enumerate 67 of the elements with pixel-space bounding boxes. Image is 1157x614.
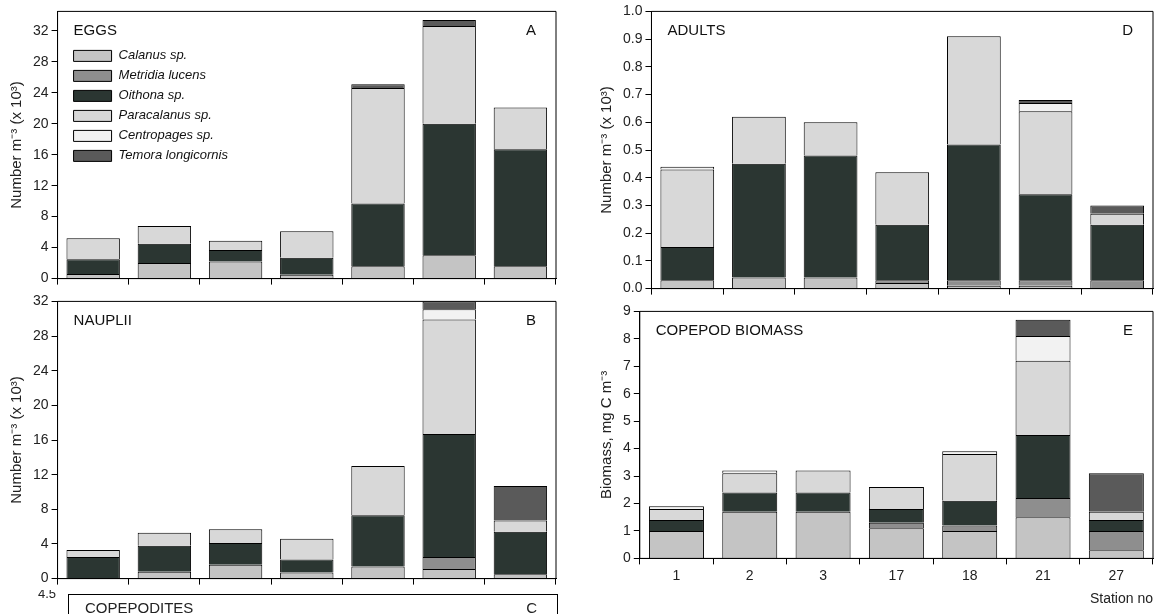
y-tick-label: 2 (622, 494, 631, 511)
y-tick-label: 8 (40, 207, 49, 224)
y-tick-label: 0.6 (622, 113, 643, 130)
y-tick-label: 0.2 (622, 224, 643, 241)
text: ADULTS (667, 21, 726, 39)
y-tick-label: 24 (32, 361, 49, 378)
text: EGGS (73, 21, 117, 39)
y-tick-label: 8 (40, 500, 49, 517)
y-tick-label: 0.5 (622, 140, 643, 157)
y-tick-label: 28 (32, 52, 49, 69)
y-tick-label: 0 (40, 269, 49, 286)
legend-label: Oithona sp. (118, 87, 186, 103)
x-tick-label: 3 (819, 566, 828, 583)
y-tick-label: 20 (32, 114, 49, 131)
y-tick-label: 0 (622, 549, 631, 566)
y-tick-label: 12 (32, 465, 49, 482)
text: COPEPOD BIOMASS (655, 321, 804, 339)
y-tick-label: 4 (622, 439, 631, 456)
y-tick-label: 9 (622, 302, 631, 319)
x-tick-label: 2 (745, 566, 754, 583)
annotation: A (525, 21, 536, 39)
y-tick-label: 5 (622, 412, 631, 429)
y-tick-label: 1 (622, 521, 631, 538)
y-axis-title: Number m⁻³ (x 10³) (7, 376, 25, 504)
y-tick-label: 8 (622, 329, 631, 346)
annotation: D (1122, 21, 1134, 39)
y-tick-label: 0.9 (622, 29, 643, 46)
annotation: E (1122, 321, 1133, 339)
y-tick-label: 4 (40, 238, 49, 255)
legend-label: Temora longicornis (118, 147, 229, 163)
text: C (526, 599, 537, 614)
y-tick-label: 0.8 (622, 57, 643, 74)
text: NAUPLII (73, 311, 132, 329)
y-tick-label: 0.4 (622, 168, 643, 185)
legend-label: Calanus sp. (118, 47, 188, 63)
y-tick-label: 3 (622, 466, 631, 483)
text: COPEPODITES (85, 599, 194, 614)
y-tick-label: 0.7 (622, 85, 643, 102)
annotation: B (525, 311, 536, 329)
y-tick-label: 20 (32, 396, 49, 413)
y-tick-label: 24 (32, 83, 49, 100)
x-tick-label: 21 (1035, 566, 1052, 583)
y-tick-label: 32 (32, 292, 49, 309)
legend-label: Paracalanus sp. (118, 107, 212, 123)
y-tick-label: 1.0 (622, 2, 643, 19)
y-tick-label: 0.0 (622, 279, 643, 296)
y-tick-label: 7 (622, 357, 631, 374)
y-axis-title: Number m⁻³ (x 10³) (7, 81, 25, 209)
y-tick-label: 0 (40, 569, 49, 586)
y-axis-title: Biomass, mg C m⁻³ (597, 370, 615, 500)
y-tick-label: 28 (32, 326, 49, 343)
x-tick-label: 17 (888, 566, 905, 583)
y-tick-label: 12 (32, 176, 49, 193)
y-tick-label: 32 (32, 21, 49, 38)
y-tick-label: 16 (32, 430, 49, 447)
y-tick-label: 0.1 (622, 251, 643, 268)
x-tick-label: 27 (1108, 566, 1125, 583)
y-axis-title: Number m⁻³ (x 10³) (597, 86, 615, 214)
y-tick-label: 0.3 (622, 196, 643, 213)
y-tick-label: 6 (622, 384, 631, 401)
legend-label: Centropages sp. (118, 127, 214, 143)
x-tick-label: 18 (961, 566, 978, 583)
x-tick-label: 1 (672, 566, 681, 583)
x-axis-title: Station no (1089, 590, 1154, 607)
y-tick-label: 4 (40, 534, 49, 551)
legend-label: Metridia lucens (118, 67, 207, 83)
y-tick-label: 16 (32, 145, 49, 162)
